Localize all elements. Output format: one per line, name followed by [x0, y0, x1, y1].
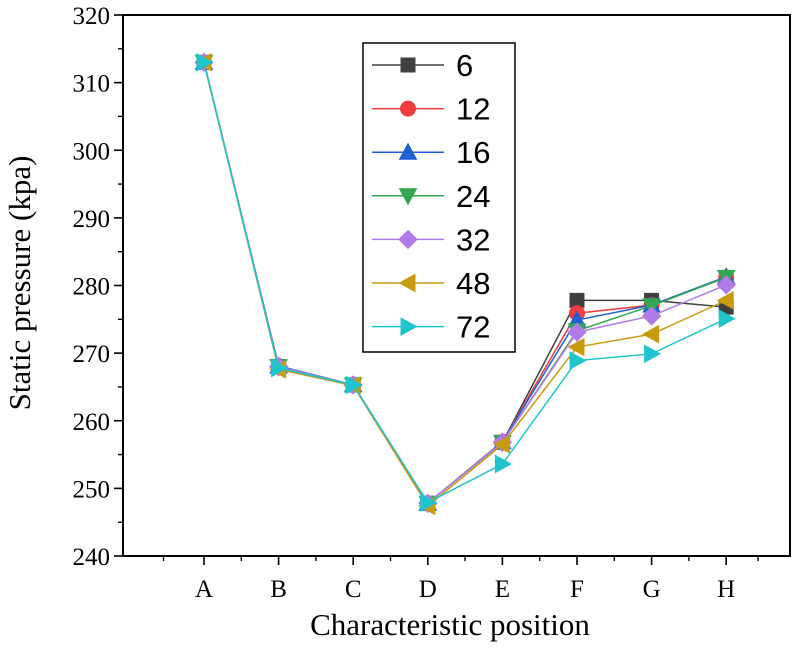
x-tick-label: C	[345, 576, 362, 603]
legend-box	[362, 42, 516, 353]
legend: 6 12 16 24 32 48 72	[362, 42, 516, 353]
legend-label: 6	[456, 48, 473, 83]
legend-item-6: 6	[372, 48, 473, 83]
data-point-48-H	[716, 291, 734, 310]
data-point-72-A	[196, 52, 214, 72]
y-tick-label: 290	[73, 206, 111, 233]
y-tick-label: 320	[73, 3, 111, 30]
data-point-32-F	[567, 322, 587, 342]
legend-item-72: 72	[372, 310, 490, 345]
x-tick-label: H	[717, 576, 735, 603]
series-line-48	[203, 62, 727, 508]
legend-item-48: 48	[372, 266, 490, 301]
data-point-72-G	[644, 344, 662, 364]
y-tick-label: 300	[73, 138, 111, 165]
series-layer	[194, 52, 736, 516]
x-tick-label: E	[495, 576, 510, 603]
legend-marker	[398, 229, 418, 250]
y-tick-label: 280	[73, 274, 111, 301]
y-tick-label: 250	[73, 476, 111, 503]
y-tick-label: 240	[73, 544, 111, 571]
data-point-72-E	[494, 454, 512, 474]
legend-marker	[400, 317, 418, 336]
legend-item-16: 16	[372, 135, 490, 170]
legend-label: 24	[456, 179, 490, 214]
data-point-72-F	[569, 351, 587, 370]
y-tick-label: 260	[73, 409, 111, 436]
legend-label: 12	[456, 92, 490, 127]
y-axis-title: Static pressure (kpa)	[2, 156, 37, 411]
data-point-32-H	[716, 275, 736, 295]
data-point-72-C	[345, 375, 363, 395]
legend-item-12: 12	[372, 92, 490, 127]
series-line-32	[203, 62, 727, 505]
data-point-72-H	[718, 309, 736, 328]
data-point-72-D	[420, 493, 438, 512]
legend-label: 72	[456, 310, 490, 345]
x-axis-title: Characteristic position	[310, 607, 590, 642]
series-line-72	[203, 62, 727, 504]
legend-marker	[400, 57, 416, 73]
data-point-72-B	[271, 358, 289, 378]
x-tick-label: F	[570, 576, 584, 603]
y-tick-label: 310	[73, 71, 111, 98]
x-tick-label: D	[419, 576, 437, 603]
data-point-32-G	[641, 306, 662, 326]
legend-item-24: 24	[372, 179, 490, 214]
legend-marker	[400, 100, 416, 117]
x-tick-label: B	[270, 576, 287, 603]
data-point-48-G	[642, 324, 660, 344]
legend-marker	[398, 142, 418, 160]
axis-ticks: 240 250 260 270 280 290 300 310 320 A B C D E F G H	[73, 3, 759, 603]
x-tick-label: G	[643, 576, 661, 603]
data-point-48-E	[492, 435, 510, 454]
legend-label: 16	[456, 135, 490, 170]
data-point-48-F	[567, 337, 585, 357]
legend-label: 48	[456, 266, 490, 301]
series-72	[196, 52, 736, 512]
legend-marker	[398, 188, 418, 206]
x-tick-label: A	[195, 576, 213, 603]
legend-marker	[398, 273, 416, 293]
y-tick-label: 270	[73, 341, 111, 368]
legend-item-32: 32	[372, 222, 490, 257]
legend-label: 32	[456, 222, 490, 257]
